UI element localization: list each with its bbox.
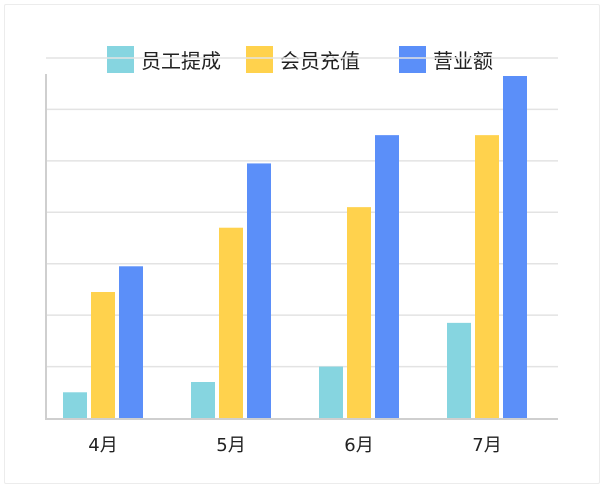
bar-3-3[interactable]: [375, 135, 399, 418]
chart-bars: [63, 76, 527, 418]
bar-3-4[interactable]: [503, 76, 527, 418]
legend-swatch-recharge: [246, 45, 273, 73]
bar-2-1[interactable]: [91, 292, 115, 418]
chart-axes: [45, 74, 558, 420]
bar-3-1[interactable]: [119, 266, 143, 418]
legend-label-revenue: 营业额: [433, 48, 493, 73]
x-tick-label: 5月: [216, 435, 245, 456]
bar-3-2[interactable]: [247, 163, 271, 418]
legend-swatch-commission: [107, 45, 134, 73]
x-tick-label: 4月: [88, 435, 117, 456]
legend-label-commission: 员工提成: [141, 48, 221, 73]
chart-legend: 员工提成 会员充值 营业额: [0, 44, 606, 74]
bar-1-2[interactable]: [191, 382, 215, 418]
chart-grid: [46, 57, 558, 368]
bar-2-2[interactable]: [219, 227, 243, 418]
bar-2-4[interactable]: [475, 135, 499, 418]
bar-1-4[interactable]: [447, 322, 471, 418]
x-axis-ticks: 4月 5月 6月 7月: [88, 435, 501, 456]
bar-2-3[interactable]: [347, 207, 371, 418]
legend-swatch-revenue: [399, 45, 426, 73]
legend-item-commission[interactable]: 员工提成: [107, 44, 221, 74]
legend-item-revenue[interactable]: 营业额: [399, 44, 493, 74]
bar-1-3[interactable]: [319, 366, 343, 418]
x-tick-label: 7月: [472, 435, 501, 456]
x-tick-label: 6月: [344, 435, 373, 456]
legend-item-recharge[interactable]: 会员充值: [246, 44, 360, 74]
legend-label-recharge: 会员充值: [280, 48, 360, 73]
bar-1-1[interactable]: [63, 392, 87, 418]
